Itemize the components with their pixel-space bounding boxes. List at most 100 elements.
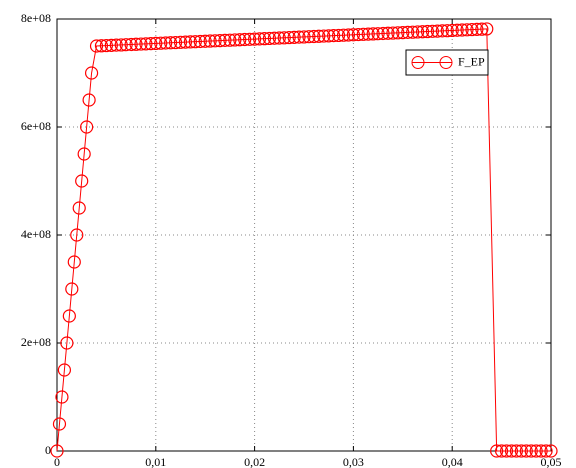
y-tick-label: 6e+08	[21, 119, 51, 133]
y-tick-label: 8e+08	[21, 11, 51, 25]
data-point	[173, 35, 188, 49]
data-point	[381, 26, 395, 40]
data-point	[252, 32, 267, 46]
data-point	[50, 444, 64, 458]
data-point	[465, 22, 479, 37]
data-point	[129, 37, 143, 51]
data-point	[371, 27, 385, 41]
data-point	[55, 390, 69, 404]
y-tick-label: 4e+08	[21, 227, 51, 241]
data-point	[361, 27, 375, 41]
data-point	[346, 28, 360, 42]
y-tick-label: 0	[45, 443, 51, 457]
data-point	[396, 26, 410, 40]
data-point	[307, 29, 321, 44]
data-point	[77, 147, 91, 161]
data-point	[52, 417, 67, 431]
data-point	[178, 35, 193, 49]
data-point	[114, 38, 128, 52]
data-point	[341, 28, 356, 42]
data-point	[401, 25, 415, 39]
data-point	[287, 30, 301, 44]
data-point	[460, 23, 474, 37]
data-point	[524, 444, 538, 458]
series-line	[56, 28, 551, 452]
data-point	[420, 24, 435, 39]
data-point	[104, 38, 118, 52]
data-point	[228, 33, 242, 47]
data-point	[475, 22, 489, 36]
data-point	[297, 30, 311, 44]
x-tick-label: 0,05	[541, 455, 562, 468]
data-point	[89, 39, 104, 53]
x-tick-label: 0,01	[145, 455, 166, 468]
data-point	[164, 36, 178, 50]
data-point	[75, 174, 89, 188]
x-tick-label: 0,04	[442, 455, 463, 468]
data-point	[223, 33, 237, 47]
data-point	[430, 24, 444, 38]
data-point	[94, 39, 109, 53]
data-point	[366, 27, 380, 41]
data-point	[470, 22, 484, 36]
data-point	[406, 25, 420, 39]
data-point	[99, 38, 114, 53]
data-point	[445, 23, 459, 38]
data-point	[519, 444, 533, 458]
data-point	[499, 444, 514, 458]
data-point	[450, 23, 464, 37]
data-point	[134, 37, 148, 51]
data-point	[119, 38, 133, 52]
data-point	[60, 336, 74, 350]
data-point	[72, 201, 86, 215]
data-point	[529, 444, 543, 458]
data-point	[544, 444, 558, 458]
data-point	[356, 27, 370, 41]
data-point	[82, 93, 96, 107]
x-tick-label: 0	[54, 455, 60, 468]
data-point	[351, 27, 365, 42]
data-point	[84, 66, 99, 80]
data-point	[336, 28, 351, 42]
data-point	[386, 26, 400, 40]
data-point	[509, 444, 524, 458]
data-point	[411, 25, 425, 39]
data-point	[425, 24, 440, 38]
data-point	[154, 36, 168, 50]
data-point	[124, 37, 138, 52]
data-point	[277, 31, 291, 45]
data-point	[62, 309, 76, 323]
data-point	[57, 363, 72, 377]
data-point	[435, 24, 449, 38]
data-point	[312, 29, 326, 43]
data-point	[282, 30, 296, 45]
data-point	[302, 30, 316, 44]
data-point	[218, 33, 232, 47]
data-point	[504, 444, 519, 458]
data-point	[455, 23, 469, 37]
data-point	[495, 444, 509, 458]
plot-frame	[56, 18, 552, 452]
data-point	[198, 34, 212, 48]
data-point	[376, 26, 390, 41]
data-point	[327, 29, 341, 43]
data-point	[262, 31, 277, 46]
data-point	[272, 31, 286, 45]
data-point	[203, 34, 217, 48]
data-point	[415, 25, 430, 39]
data-point	[391, 26, 405, 40]
data-point	[65, 282, 79, 296]
data-point	[67, 255, 81, 269]
data-point	[248, 32, 262, 46]
data-point	[257, 32, 272, 46]
data-point	[193, 34, 207, 49]
data-point	[233, 33, 247, 47]
data-point	[317, 29, 331, 43]
legend: F_EP	[405, 49, 489, 76]
data-point	[331, 28, 346, 43]
data-point	[149, 36, 163, 51]
data-point	[480, 22, 494, 36]
legend-label: F_EP	[458, 54, 485, 68]
data-point	[490, 444, 504, 458]
